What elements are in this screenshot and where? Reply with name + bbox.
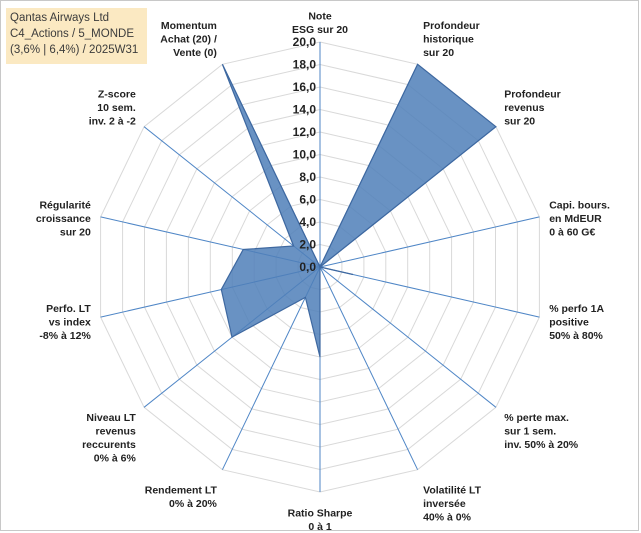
tick-label: 16,0 — [293, 80, 317, 94]
axis-label-line: 0% à 20% — [169, 498, 218, 510]
tick-label: 12,0 — [293, 125, 317, 139]
tick-label: 4,0 — [299, 215, 316, 229]
axis-label: % perfo 1A positive 50% à 80% — [549, 303, 604, 342]
axis-label-line: inv. 2 à -2 — [89, 116, 136, 128]
axis-label-line: Vente (0) — [173, 47, 217, 59]
axis-label-line: inv. 50% à 20% — [504, 439, 579, 451]
axis-label-line: 0% à 6% — [94, 452, 137, 464]
axis-label-line: Note — [308, 11, 331, 23]
axis-label-line: vs index — [49, 317, 91, 329]
axis-label-line: Capi. bours. — [549, 199, 610, 211]
axis-label-line: 10 sem. — [97, 102, 136, 114]
axis-label-line: revenus — [96, 425, 136, 437]
axis-label-line: 50% à 80% — [549, 330, 603, 342]
axis-spoke — [319, 266, 497, 408]
axis-label-line: revenus — [504, 102, 544, 114]
tick-layer: 0,0 2,0 4,0 6,0 8,0 10,0 12,0 14,0 16,0 18,0 20,0 — [293, 35, 317, 274]
axis-label-line: Régularité — [39, 199, 91, 211]
tick-label: 18,0 — [293, 58, 317, 72]
axis-spoke — [221, 266, 321, 470]
axis-label-line: Achat (20) / — [160, 34, 217, 46]
axis-label-line: Volatilité LT — [423, 484, 482, 496]
axis-label: Ratio Sharpe 0 à 1 — [288, 508, 353, 533]
axis-spoke — [319, 266, 419, 470]
axis-label-line: 40% à 0% — [423, 511, 472, 523]
axis-label: Note ESG sur 20 — [292, 11, 348, 37]
axis-label-line: 0 à 1 — [308, 521, 332, 533]
axis-label: Volatilité LT inversée 40% à 0% — [423, 484, 482, 523]
series-layer — [220, 63, 497, 358]
axis-label: Perfo. LT vs index -8% à 12% — [39, 303, 91, 342]
axis-label: Profondeur historique sur 20 — [423, 20, 480, 59]
tick-label: 10,0 — [293, 148, 317, 162]
title-line-2: C4_Actions / 5_MONDE — [10, 28, 134, 40]
axis-label: Z-score 10 sem. inv. 2 à -2 — [89, 89, 136, 128]
axis-label-line: 0 à 60 G€ — [549, 226, 595, 238]
axis-label-line: -8% à 12% — [39, 330, 91, 342]
chart-title-box: Qantas Airways Ltd C4_Actions / 5_MONDE … — [6, 8, 147, 64]
tick-label: 2,0 — [299, 238, 316, 252]
axis-label-line: Ratio Sharpe — [288, 508, 353, 520]
axis-label: % perte max. sur 1 sem. inv. 50% à 20% — [504, 412, 579, 451]
axis-label: Momentum Achat (20) / Vente (0) — [160, 20, 217, 59]
title-line-1: Qantas Airways Ltd — [10, 12, 110, 24]
axis-label-line: Perfo. LT — [46, 303, 91, 315]
axis-label-line: Momentum — [161, 20, 217, 32]
axis-label-line: Niveau LT — [86, 412, 136, 424]
axis-label-line: positive — [549, 317, 589, 329]
tick-label: 6,0 — [299, 193, 316, 207]
axis-label-line: en MdEUR — [549, 213, 602, 225]
axis-spoke — [143, 126, 321, 268]
axis-label-line: Profondeur — [423, 20, 480, 32]
axis-label-line: sur 1 sem. — [504, 425, 556, 437]
axis-label-line: % perfo 1A — [549, 303, 604, 315]
axis-label-line: inversée — [423, 498, 466, 510]
axis-spoke — [319, 266, 540, 318]
axis-label-line: croissance — [36, 213, 91, 225]
tick-label: 14,0 — [293, 103, 317, 117]
axis-label: Rendement LT 0% à 20% — [145, 484, 218, 510]
tick-label: 20,0 — [293, 35, 317, 49]
axis-label: Régularité croissance sur 20 — [36, 199, 91, 238]
axis-label-line: sur 20 — [504, 116, 535, 128]
axis-label-line: % perte max. — [504, 412, 569, 424]
axis-label: Capi. bours. en MdEUR 0 à 60 G€ — [549, 199, 610, 238]
axis-label-line: reccurents — [82, 439, 136, 451]
label-layer: Note ESG sur 20 Profondeur historique sur 20… — [36, 11, 610, 533]
axis-label-line: historique — [423, 34, 474, 46]
axis-label-line: Profondeur — [504, 89, 561, 101]
axis-label-line: Rendement LT — [145, 484, 218, 496]
axis-label-line: sur 20 — [423, 47, 454, 59]
series-area — [220, 63, 497, 358]
tick-label: 8,0 — [299, 170, 316, 184]
axis-label-line: ESG sur 20 — [292, 24, 348, 36]
axis-label: Niveau LT revenus reccurents 0% à 6% — [82, 412, 136, 465]
axis-spoke — [319, 216, 540, 268]
title-line-3: (3,6% | 6,4%) / 2025W31 — [10, 44, 139, 56]
axis-label-line: sur 20 — [60, 226, 91, 238]
axis-label: Profondeur revenus sur 20 — [504, 89, 561, 128]
tick-label: 0,0 — [299, 260, 316, 274]
axis-label-line: Z-score — [98, 89, 136, 101]
